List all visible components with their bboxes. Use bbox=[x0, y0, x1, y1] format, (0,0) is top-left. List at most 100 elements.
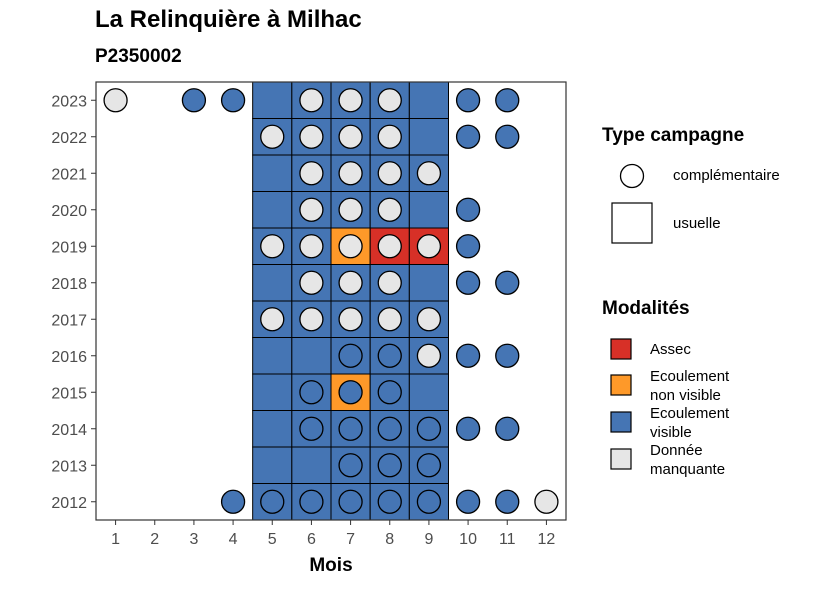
complementaire-point-2012-11 bbox=[495, 489, 520, 514]
y-tick-label-2020: 2020 bbox=[51, 203, 87, 220]
complementaire-point-2021-7 bbox=[338, 161, 363, 186]
complementaire-point-2014-10 bbox=[455, 416, 481, 441]
usuelle-square-2022-9 bbox=[408, 118, 450, 156]
x-tick-label-10: 10 bbox=[459, 531, 477, 548]
complementaire-point-2017-5 bbox=[260, 307, 285, 332]
x-tick-label-12: 12 bbox=[538, 531, 556, 548]
usuelle-square-2023-5 bbox=[252, 81, 293, 119]
complementaire-point-2022-5 bbox=[260, 124, 285, 149]
complementaire-point-2023-1 bbox=[103, 88, 128, 113]
y-tick-label-2023: 2023 bbox=[51, 93, 87, 110]
y-tick-label-2014: 2014 bbox=[51, 422, 87, 439]
complementaire-point-2021-9 bbox=[416, 161, 442, 186]
complementaire-point-2020-7 bbox=[338, 197, 363, 222]
complementaire-point-2012-6 bbox=[299, 489, 324, 514]
x-tick-label-7: 7 bbox=[346, 531, 355, 548]
complementaire-point-2023-10 bbox=[455, 88, 481, 113]
complementaire-point-2015-7 bbox=[338, 380, 363, 405]
legend-label-complementaire: complémentaire bbox=[673, 167, 780, 184]
complementaire-point-2016-9 bbox=[416, 343, 442, 368]
complementaire-point-2019-10 bbox=[455, 234, 481, 259]
y-tick-label-2022: 2022 bbox=[51, 130, 87, 147]
complementaire-point-2014-7 bbox=[338, 416, 363, 441]
complementaire-point-2013-8 bbox=[377, 453, 402, 478]
usuelle-square-2015-5 bbox=[252, 373, 293, 411]
complementaire-point-2012-12 bbox=[534, 489, 559, 514]
complementaire-point-2018-11 bbox=[495, 270, 520, 295]
usuelle-square-2018-9 bbox=[408, 264, 450, 302]
complementaire-point-2012-5 bbox=[260, 489, 285, 514]
chart-subtitle: P2350002 bbox=[95, 46, 182, 67]
x-axis-label: Mois bbox=[309, 555, 353, 576]
plot-border bbox=[95, 81, 567, 521]
complementaire-point-2021-6 bbox=[299, 161, 324, 186]
y-tick-label-2015: 2015 bbox=[51, 385, 87, 402]
x-tick-label-1: 1 bbox=[111, 531, 120, 548]
legend-type-title: Type campagne bbox=[602, 125, 745, 146]
complementaire-point-2023-8 bbox=[377, 88, 402, 113]
complementaire-point-2022-11 bbox=[495, 124, 520, 149]
complementaire-point-2023-3 bbox=[181, 88, 207, 113]
complementaire-point-2013-9 bbox=[416, 453, 442, 478]
complementaire-point-2019-8 bbox=[377, 234, 402, 259]
complementaire-point-2022-10 bbox=[455, 124, 481, 149]
complementaire-point-2018-6 bbox=[299, 270, 324, 295]
x-tick-label-4: 4 bbox=[229, 531, 238, 548]
complementaire-point-2021-8 bbox=[377, 161, 402, 186]
y-tick-label-2016: 2016 bbox=[51, 349, 87, 366]
y-tick-label-2021: 2021 bbox=[51, 166, 87, 183]
legend-label-usuelle: usuelle bbox=[673, 215, 721, 232]
y-tick-label-2019: 2019 bbox=[51, 239, 87, 256]
complementaire-point-2017-7 bbox=[338, 307, 363, 332]
x-tick-label-8: 8 bbox=[385, 531, 394, 548]
x-tick-label-9: 9 bbox=[424, 531, 433, 548]
y-tick-label-2013: 2013 bbox=[51, 458, 87, 475]
legend-key-ecoulement-visible bbox=[610, 411, 632, 433]
legend-key-circle bbox=[619, 163, 645, 189]
complementaire-point-2018-10 bbox=[455, 270, 481, 295]
complementaire-point-2016-7 bbox=[338, 343, 363, 368]
legend-label-ecoulement-visible-1: Ecoulement bbox=[650, 405, 730, 422]
x-tick-label-11: 11 bbox=[499, 531, 516, 548]
complementaire-point-2018-8 bbox=[377, 270, 402, 295]
complementaire-point-2022-7 bbox=[338, 124, 363, 149]
usuelle-square-2015-9 bbox=[408, 373, 450, 411]
complementaire-point-2014-6 bbox=[299, 416, 324, 441]
complementaire-point-2012-8 bbox=[377, 489, 402, 514]
x-tick-label-6: 6 bbox=[307, 531, 316, 548]
complementaire-point-2022-6 bbox=[299, 124, 324, 149]
complementaire-point-2023-7 bbox=[338, 88, 363, 113]
complementaire-point-2022-8 bbox=[377, 124, 402, 149]
complementaire-point-2023-4 bbox=[220, 88, 246, 113]
complementaire-point-2015-8 bbox=[377, 380, 402, 405]
complementaire-point-2019-5 bbox=[260, 234, 285, 259]
y-tick-label-2018: 2018 bbox=[51, 276, 87, 293]
usuelle-square-2013-5 bbox=[252, 446, 293, 484]
complementaire-point-2014-11 bbox=[495, 416, 520, 441]
complementaire-point-2019-9 bbox=[416, 234, 442, 259]
usuelle-square-2016-5 bbox=[252, 337, 293, 375]
usuelle-square-2014-5 bbox=[252, 410, 293, 448]
complementaire-point-2016-8 bbox=[377, 343, 402, 368]
legend-label-ecoulement-non-visible-1: Ecoulement bbox=[650, 368, 730, 385]
usuelle-square-2013-6 bbox=[291, 446, 332, 484]
legend-label-ecoulement-visible-2: visible bbox=[650, 424, 692, 441]
complementaire-point-2013-7 bbox=[338, 453, 363, 478]
legend-key-square bbox=[611, 202, 653, 244]
complementaire-point-2016-10 bbox=[455, 343, 481, 368]
complementaire-point-2012-4 bbox=[220, 489, 246, 514]
complementaire-point-2019-6 bbox=[299, 234, 324, 259]
x-tick-label-5: 5 bbox=[268, 531, 277, 548]
complementaire-point-2020-8 bbox=[377, 197, 402, 222]
x-tick-label-2: 2 bbox=[150, 531, 159, 548]
legend-key-donn-e-manquante bbox=[610, 448, 632, 470]
chart-title: La Relinquière à Milhac bbox=[95, 6, 362, 33]
complementaire-point-2014-9 bbox=[416, 416, 442, 441]
legend-label-donnee-manquante-1: Donnée bbox=[650, 442, 703, 459]
complementaire-point-2018-7 bbox=[338, 270, 363, 295]
usuelle-square-2018-5 bbox=[252, 264, 293, 302]
complementaire-point-2016-11 bbox=[495, 343, 520, 368]
usuelle-square-2020-5 bbox=[252, 191, 293, 229]
legend-label-donnee-manquante-2: manquante bbox=[650, 461, 726, 478]
